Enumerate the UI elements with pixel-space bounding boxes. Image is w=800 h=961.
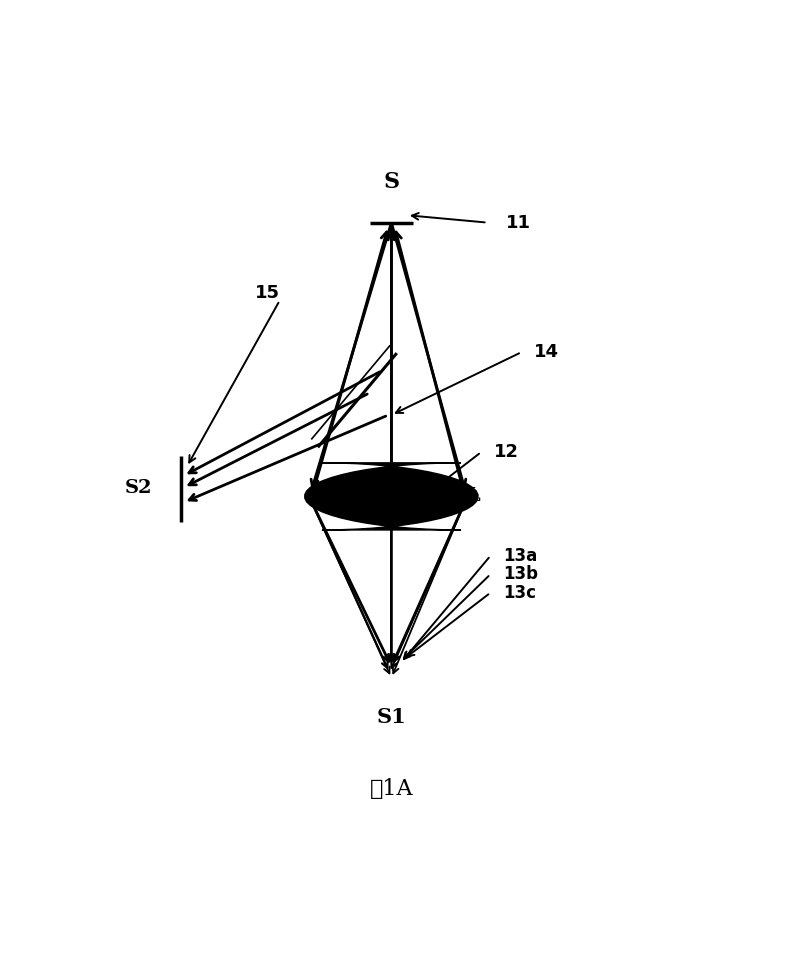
- Text: S2: S2: [125, 479, 153, 497]
- Text: 13c: 13c: [503, 583, 536, 602]
- Text: 12: 12: [494, 443, 518, 461]
- Text: 11: 11: [506, 213, 531, 232]
- Text: 图1A: 图1A: [370, 777, 413, 800]
- Text: S1: S1: [377, 707, 406, 727]
- Text: L: L: [466, 487, 479, 505]
- Polygon shape: [305, 463, 478, 530]
- Text: 14: 14: [534, 343, 559, 361]
- Text: 13b: 13b: [503, 565, 538, 583]
- Text: 15: 15: [255, 283, 280, 302]
- Text: S: S: [383, 171, 399, 193]
- Text: 13a: 13a: [503, 547, 538, 565]
